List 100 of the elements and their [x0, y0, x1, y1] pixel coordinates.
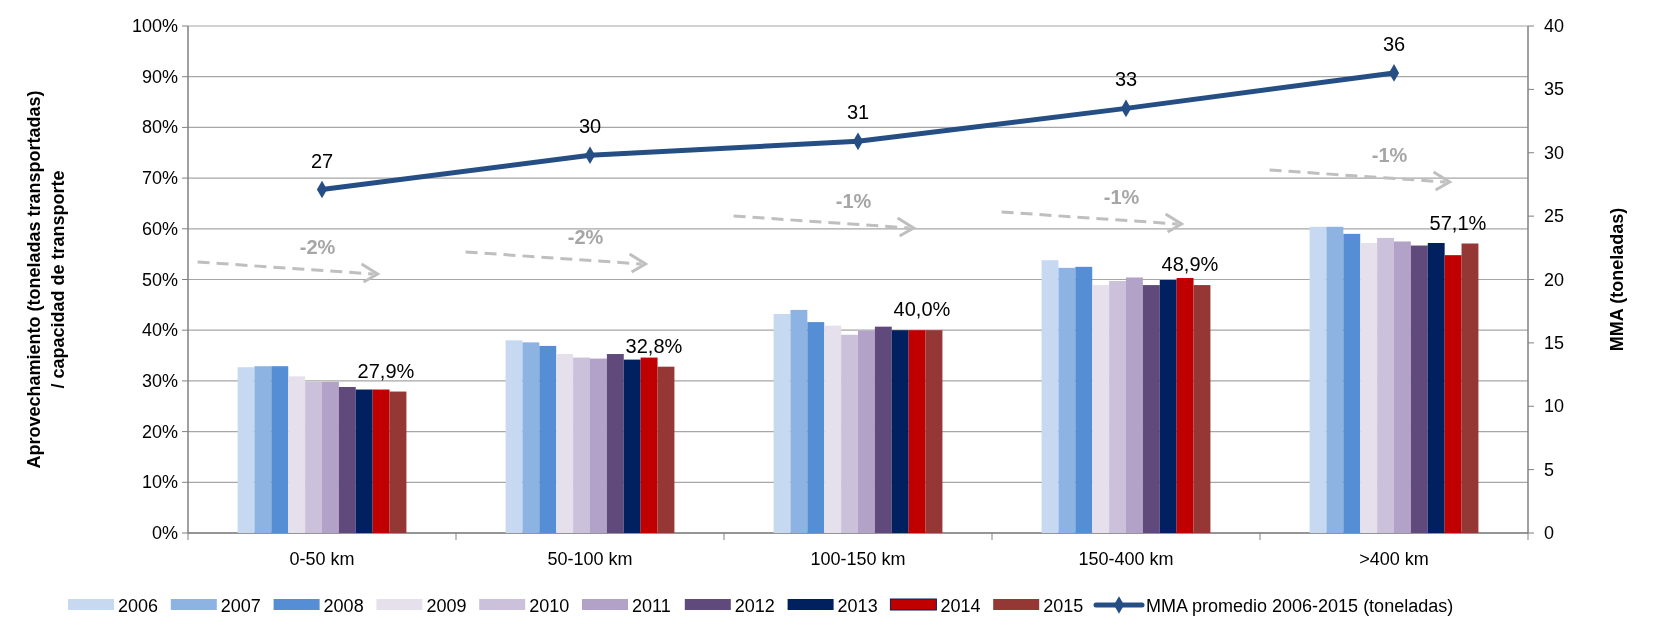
bar — [1309, 226, 1327, 533]
bar — [1126, 277, 1143, 533]
bar — [1075, 266, 1093, 533]
bar — [824, 325, 842, 533]
bar — [1360, 243, 1378, 533]
bar — [355, 389, 373, 533]
legend-label: MMA promedio 2006-2015 (toneladas) — [1146, 596, 1454, 616]
data-label: 33 — [1114, 68, 1138, 91]
y2-tick-label: 0 — [1544, 523, 1555, 543]
y-tick-label: 20% — [141, 421, 178, 442]
data-label: 32,8% — [625, 334, 683, 357]
y-tick-label: 90% — [141, 66, 178, 87]
x-tick-label: 50-100 km — [547, 549, 633, 569]
bar — [657, 366, 675, 533]
x-tick-label: 100-150 km — [810, 549, 906, 569]
bar — [891, 330, 909, 533]
bar — [1394, 241, 1411, 533]
bar — [1176, 277, 1194, 533]
y2-tick-label: 35 — [1544, 79, 1565, 100]
x-tick-label: 0-50 km — [289, 549, 355, 569]
bar — [874, 326, 892, 533]
bar — [590, 358, 607, 533]
bar — [539, 345, 557, 533]
bar — [1159, 280, 1177, 533]
y2-tick-label: 10 — [1544, 396, 1565, 417]
y2-tick-label: 20 — [1544, 269, 1565, 290]
bar — [522, 342, 540, 533]
bar — [237, 367, 255, 533]
bar — [1092, 285, 1110, 533]
bar — [505, 340, 523, 533]
bar — [573, 357, 590, 533]
legend-label: 2015 — [1043, 596, 1084, 616]
y2-tick-label: 40 — [1544, 16, 1565, 36]
bar — [908, 330, 926, 533]
annotation: -2% — [299, 236, 336, 258]
y-tick-label: 40% — [141, 320, 178, 341]
bar — [1377, 237, 1394, 533]
data-label: 36 — [1382, 32, 1406, 55]
legend-label: 2007 — [220, 596, 261, 616]
data-label: 27 — [310, 149, 334, 172]
bar — [1041, 260, 1059, 533]
bar — [790, 309, 808, 533]
y2-axis-title: MMA (toneladas) — [1607, 207, 1627, 352]
legend-label: 2011 — [632, 596, 671, 616]
bar — [254, 366, 272, 533]
legend-label: 2009 — [426, 596, 467, 616]
data-label: 57,1% — [1429, 211, 1487, 234]
bar — [623, 359, 641, 533]
x-tick-label: >400 km — [1359, 549, 1429, 569]
y-tick-label: 80% — [141, 117, 178, 138]
y2-tick-label: 30 — [1544, 142, 1565, 163]
x-tick-label: 150-400 km — [1078, 549, 1174, 569]
y-tick-label: 10% — [141, 472, 178, 493]
bar — [807, 322, 825, 533]
y-tick-label: 100% — [131, 16, 178, 36]
bar — [338, 386, 356, 533]
data-label: 30 — [578, 115, 602, 138]
bar — [841, 334, 858, 533]
y-tick-label: 70% — [141, 168, 178, 189]
bar — [1058, 267, 1076, 533]
annotation: -1% — [1103, 186, 1140, 208]
bar — [288, 376, 306, 533]
legend-label: 2010 — [529, 596, 570, 616]
y2-tick-label: 25 — [1544, 206, 1565, 227]
legend-label: 2012 — [734, 596, 775, 616]
data-label: 40,0% — [893, 298, 951, 321]
y-tick-label: 30% — [141, 370, 178, 391]
bar — [556, 354, 574, 533]
annotation: -2% — [567, 226, 604, 248]
bar — [1343, 233, 1361, 533]
data-label: 27,9% — [357, 359, 415, 382]
data-label: 31 — [846, 101, 870, 124]
y-tick-label: 60% — [141, 218, 178, 239]
bar — [773, 313, 791, 533]
bar — [1461, 243, 1479, 533]
bar — [322, 381, 339, 533]
annotation: -1% — [835, 190, 872, 212]
bar — [305, 381, 322, 533]
bar — [606, 354, 624, 533]
y-tick-label: 0% — [151, 523, 178, 543]
data-label: 48,9% — [1161, 253, 1219, 276]
bar — [640, 357, 658, 533]
y2-tick-label: 5 — [1544, 459, 1555, 480]
bar — [858, 330, 875, 533]
legend-label: 2014 — [940, 596, 981, 616]
legend-label: 2013 — [837, 596, 878, 616]
bar — [1427, 243, 1445, 533]
legend-label: 2006 — [118, 596, 159, 616]
bar — [372, 389, 390, 533]
bar — [1109, 281, 1126, 533]
bar — [271, 366, 289, 533]
bar — [1410, 245, 1428, 533]
bar — [1444, 255, 1462, 533]
bar — [1193, 285, 1211, 533]
bar — [1142, 285, 1160, 533]
bar — [1326, 226, 1344, 533]
bar — [389, 391, 407, 533]
y-axis-title: Aprovechamiento (toneladas transportadas) / capacidad de transporte — [24, 90, 68, 469]
y2-tick-label: 15 — [1544, 332, 1565, 353]
annotation: -1% — [1371, 144, 1408, 166]
